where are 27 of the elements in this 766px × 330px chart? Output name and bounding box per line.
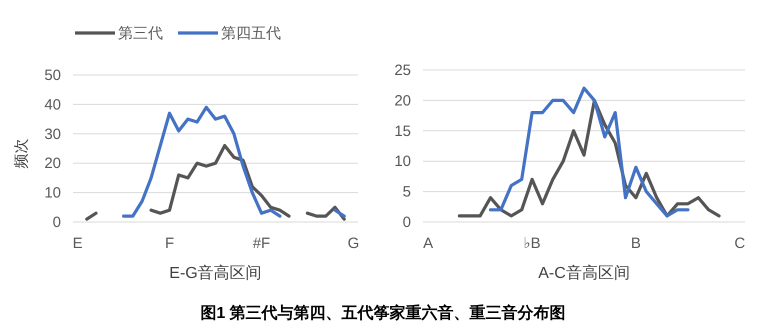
- y-tick-label: 10: [394, 153, 411, 170]
- y-axis-title: 频次: [13, 138, 30, 168]
- caption: 图1 第三代与第四、五代筝家重六音、重三音分布图: [200, 303, 566, 322]
- x-tick-label: C: [734, 235, 746, 252]
- y-tick-label: 20: [394, 92, 411, 110]
- x-tick-label: #F: [252, 235, 270, 252]
- y-tick-label: 15: [394, 122, 411, 140]
- line-series: [488, 86, 690, 218]
- legend-label: 第四五代: [221, 25, 281, 42]
- x-tick-label: E: [72, 235, 83, 252]
- y-tick-label: 25: [394, 62, 411, 79]
- x-tick-label: F: [164, 235, 174, 252]
- x-tick-label: ♭B: [524, 235, 541, 252]
- x-tick-label: A: [423, 235, 434, 252]
- x-axis-title: E-G音高区间: [169, 264, 262, 282]
- y-tick-label: 30: [44, 126, 61, 143]
- x-tick-label: G: [348, 235, 360, 252]
- y-tick-label: 0: [402, 214, 411, 231]
- y-tick-label: 5: [402, 184, 411, 201]
- y-tick-label: 10: [44, 184, 61, 202]
- y-tick-label: 0: [52, 214, 61, 231]
- y-tick-label: 50: [44, 67, 61, 84]
- x-axis-title: A-C音高区间: [538, 264, 630, 282]
- x-tick-label: B: [630, 235, 641, 252]
- y-tick-label: 20: [44, 155, 61, 172]
- y-tick-label: 40: [44, 96, 61, 114]
- legend-label: 第三代: [118, 25, 163, 42]
